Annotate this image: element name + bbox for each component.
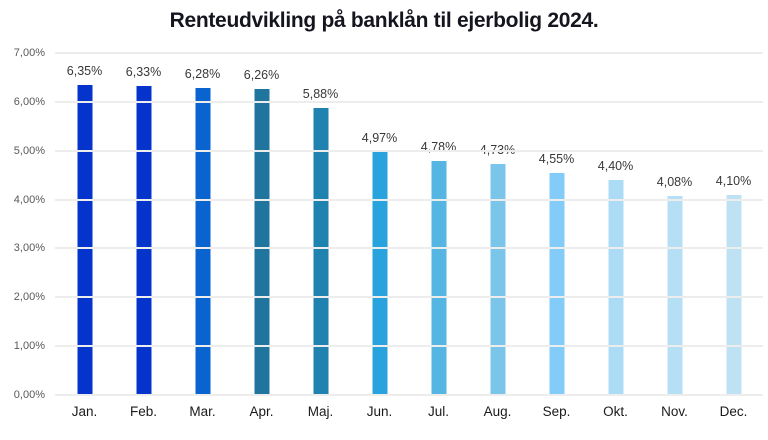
bar-okt — [608, 180, 623, 395]
gridline — [55, 345, 763, 348]
bar-mar — [195, 88, 210, 395]
y-axis-tick-label: 4,00% — [13, 193, 45, 206]
x-axis-label-nov: Nov. — [661, 404, 688, 419]
bar-maj — [313, 107, 328, 395]
bars-container: 6,35% Jan. 6,33% Feb. 6,28% Mar. 6,26% Apr. 5,88… — [55, 53, 763, 419]
y-axis-tick-label: 2,00% — [13, 291, 45, 304]
gridline — [55, 198, 763, 201]
x-axis-label-dec: Dec. — [719, 404, 748, 419]
bar-jun — [372, 152, 387, 395]
data-label-feb: 6,33% — [125, 64, 162, 79]
bar-column-nov: 4,08% Nov. — [645, 53, 704, 419]
bar-column-feb: 6,33% Feb. — [114, 53, 173, 419]
bar-column-okt: 4,40% Okt. — [586, 53, 645, 419]
x-axis-label-okt: Okt. — [603, 404, 628, 419]
data-label-dec: 4,10% — [715, 173, 752, 188]
bar-column-dec: 4,10% Dec. — [704, 53, 763, 419]
x-axis-label-jul: Jul. — [427, 404, 450, 419]
x-axis-label-mar: Mar. — [189, 404, 216, 419]
y-axis-tick-label: 7,00% — [13, 47, 45, 59]
bar-column-jun: 4,97% Jun. — [350, 53, 409, 419]
gridline — [55, 394, 763, 396]
data-label-jul: 4,78% — [420, 140, 457, 155]
data-label-jan: 6,35% — [66, 63, 103, 78]
data-label-sep: 4,55% — [538, 151, 575, 166]
bar-sep — [549, 172, 564, 395]
bar-column-jan: 6,35% Jan. — [55, 53, 114, 419]
x-axis-label-aug: Aug. — [483, 404, 512, 419]
gridline — [55, 52, 763, 54]
bar-column-jul: 4,78% Jul. — [409, 53, 468, 419]
data-label-okt: 4,40% — [597, 159, 634, 174]
y-axis-tick-label: 3,00% — [13, 242, 45, 255]
bar-aug — [490, 163, 505, 395]
y-axis-tick-label: 5,00% — [13, 144, 45, 157]
chart-title: Renteudvikling på banklån til ejerbolig … — [169, 9, 599, 32]
x-axis-label-jun: Jun. — [366, 404, 393, 419]
plot-area: 6,35% Jan. 6,33% Feb. 6,28% Mar. 6,26% Apr. 5,88… — [14, 47, 763, 419]
data-label-maj: 5,88% — [302, 86, 339, 101]
y-axis-tick-label: 0,00% — [13, 389, 45, 401]
y-axis-tick-label: 1,00% — [13, 340, 45, 353]
data-label-apr: 6,26% — [243, 68, 280, 83]
gridline — [55, 149, 763, 152]
gridline — [55, 296, 763, 299]
x-axis-label-sep: Sep. — [542, 404, 571, 419]
data-label-mar: 6,28% — [184, 67, 221, 82]
bar-column-mar: 6,28% Mar. — [173, 53, 232, 419]
y-axis-tick-label: 6,00% — [13, 95, 45, 108]
gridline — [55, 100, 763, 103]
bar-column-maj: 5,88% Maj. — [291, 53, 350, 419]
x-axis-label-maj: Maj. — [307, 404, 334, 419]
x-axis-label-jan: Jan. — [71, 404, 98, 419]
data-label-jun: 4,97% — [361, 131, 398, 146]
bar-column-aug: 4,73%Aug. — [468, 53, 527, 419]
bar-jan — [77, 84, 92, 395]
bar-jul — [431, 161, 446, 395]
bar-column-sep: 4,55% Sep. — [527, 53, 586, 419]
bar-feb — [136, 85, 151, 395]
data-label-nov: 4,08% — [656, 174, 693, 189]
bar-column-apr: 6,26% Apr. — [232, 53, 291, 419]
bar-apr — [254, 89, 269, 395]
gridline — [55, 247, 763, 250]
bar-dec — [726, 194, 741, 395]
x-axis-label-feb: Feb. — [129, 404, 158, 419]
x-axis-label-apr: Apr. — [249, 404, 274, 419]
